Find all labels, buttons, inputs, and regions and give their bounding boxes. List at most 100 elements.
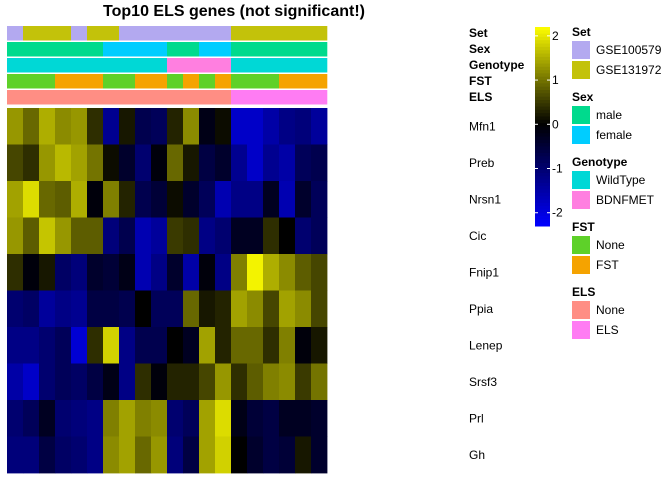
annotation-cell-sex — [183, 42, 200, 57]
annotation-cell-set — [199, 26, 216, 41]
row-labels: Mfn1 Preb Nrsn1 Cic Fnip1 Ppia Lenep Srsf3 Prl Gh — [469, 119, 503, 462]
heatmap-cell — [199, 327, 216, 364]
heatmap-cell — [7, 217, 24, 255]
annotation-cell-genotype — [295, 58, 312, 73]
annotation-cell-els — [151, 90, 168, 105]
annotation-cell-fst — [183, 74, 200, 89]
heatmap-cell — [39, 436, 56, 474]
annotation-cell-genotype — [55, 58, 72, 73]
colorbar-segment — [535, 106, 550, 111]
legend-swatch-gse100579 — [572, 41, 590, 59]
heatmap-cell — [119, 363, 136, 401]
annotation-cell-fst — [231, 74, 248, 89]
colorbar-segment — [535, 119, 550, 124]
row-label-gh: Gh — [469, 448, 485, 462]
colorbar-segment — [535, 182, 550, 187]
annotation-cell-sex — [87, 42, 104, 57]
heatmap-cell — [39, 254, 56, 291]
annotation-cell-sex — [247, 42, 264, 57]
colorbar-tick-label: 1 — [552, 73, 559, 87]
colorbar-segment — [535, 40, 550, 45]
annotation-cell-set — [183, 26, 200, 41]
annotation-cell-set — [23, 26, 40, 41]
annotation-cell-els — [311, 90, 328, 105]
heatmap-cell — [119, 254, 136, 291]
heatmap-cell — [199, 217, 216, 255]
annotation-cell-sex — [215, 42, 232, 57]
colorbar-segment — [535, 99, 550, 104]
heatmap-cell — [279, 327, 296, 364]
heatmap-cell — [55, 108, 72, 145]
heatmap-cell — [103, 108, 120, 145]
annotation-label-fst: FST — [469, 74, 492, 88]
heatmap-cell — [151, 217, 168, 255]
heatmap-cell — [183, 254, 200, 291]
heatmap-cell — [311, 290, 328, 328]
annotation-cell-els — [7, 90, 24, 105]
annotation-cell-genotype — [119, 58, 136, 73]
heatmap-cell — [55, 181, 72, 218]
heatmap-cell — [87, 363, 104, 401]
colorbar-segment — [535, 172, 550, 177]
heatmap-cell — [103, 400, 120, 437]
heatmap-cell — [87, 436, 104, 474]
heatmap-cell — [167, 290, 184, 328]
heatmap-cell — [167, 436, 184, 474]
legend-label-none: None — [596, 303, 625, 317]
heatmap-cell — [119, 290, 136, 328]
heatmap-cell — [263, 290, 280, 328]
heatmap-cell — [71, 254, 88, 291]
heatmap-cell — [215, 217, 232, 255]
annotation-cell-set — [311, 26, 328, 41]
heatmap-cell — [71, 400, 88, 437]
colorbar-segment — [535, 139, 550, 144]
annotation-cell-genotype — [247, 58, 264, 73]
colorbar-segment — [535, 66, 550, 71]
heatmap-cell — [199, 144, 216, 182]
colorbar-segment — [535, 169, 550, 174]
row-label-ppia: Ppia — [469, 302, 493, 316]
heatmap-cell — [199, 436, 216, 474]
heatmap-cell — [87, 290, 104, 328]
heatmap-cell — [55, 217, 72, 255]
heatmap-cell — [167, 327, 184, 364]
heatmap-cell — [231, 400, 248, 437]
annotation-cell-fst — [103, 74, 120, 89]
heatmap-cell — [263, 254, 280, 291]
heatmap-cell — [215, 144, 232, 182]
annotation-cell-fst — [263, 74, 280, 89]
annotation-cell-sex — [263, 42, 280, 57]
heatmap-cell — [279, 254, 296, 291]
annotation-cell-fst — [199, 74, 216, 89]
legend-label-male: male — [596, 108, 622, 122]
heatmap-cell — [23, 144, 40, 182]
colorbar-segment — [535, 36, 550, 41]
colorbar-segment — [535, 90, 550, 94]
colorbar-segment — [535, 43, 550, 48]
heatmap-cell — [7, 144, 24, 182]
colorbar-segment — [535, 73, 550, 78]
annotation-cell-els — [135, 90, 152, 105]
annotation-cell-fst — [167, 74, 184, 89]
heatmap-cell — [199, 254, 216, 291]
annotation-cell-els — [279, 90, 296, 105]
heatmap-cell — [295, 181, 312, 218]
colorbar-segment — [535, 186, 550, 191]
heatmap-cell — [231, 108, 248, 145]
heatmap-cell — [231, 144, 248, 182]
heatmap-cell — [311, 363, 328, 401]
annotation-cell-els — [119, 90, 136, 105]
colorbar-segment — [535, 222, 550, 227]
heatmap-cell — [247, 217, 264, 255]
colorbar-segment — [535, 56, 550, 61]
heatmap-cell — [215, 254, 232, 291]
heatmap-cell — [279, 181, 296, 218]
row-label-lenep: Lenep — [469, 338, 503, 352]
annotation-cell-fst — [71, 74, 88, 89]
heatmap-cell — [103, 217, 120, 255]
annotation-cell-sex — [23, 42, 40, 57]
legend-label-none: None — [596, 238, 625, 252]
annotation-label-genotype: Genotype — [469, 58, 525, 72]
colorbar-segment — [535, 103, 550, 108]
